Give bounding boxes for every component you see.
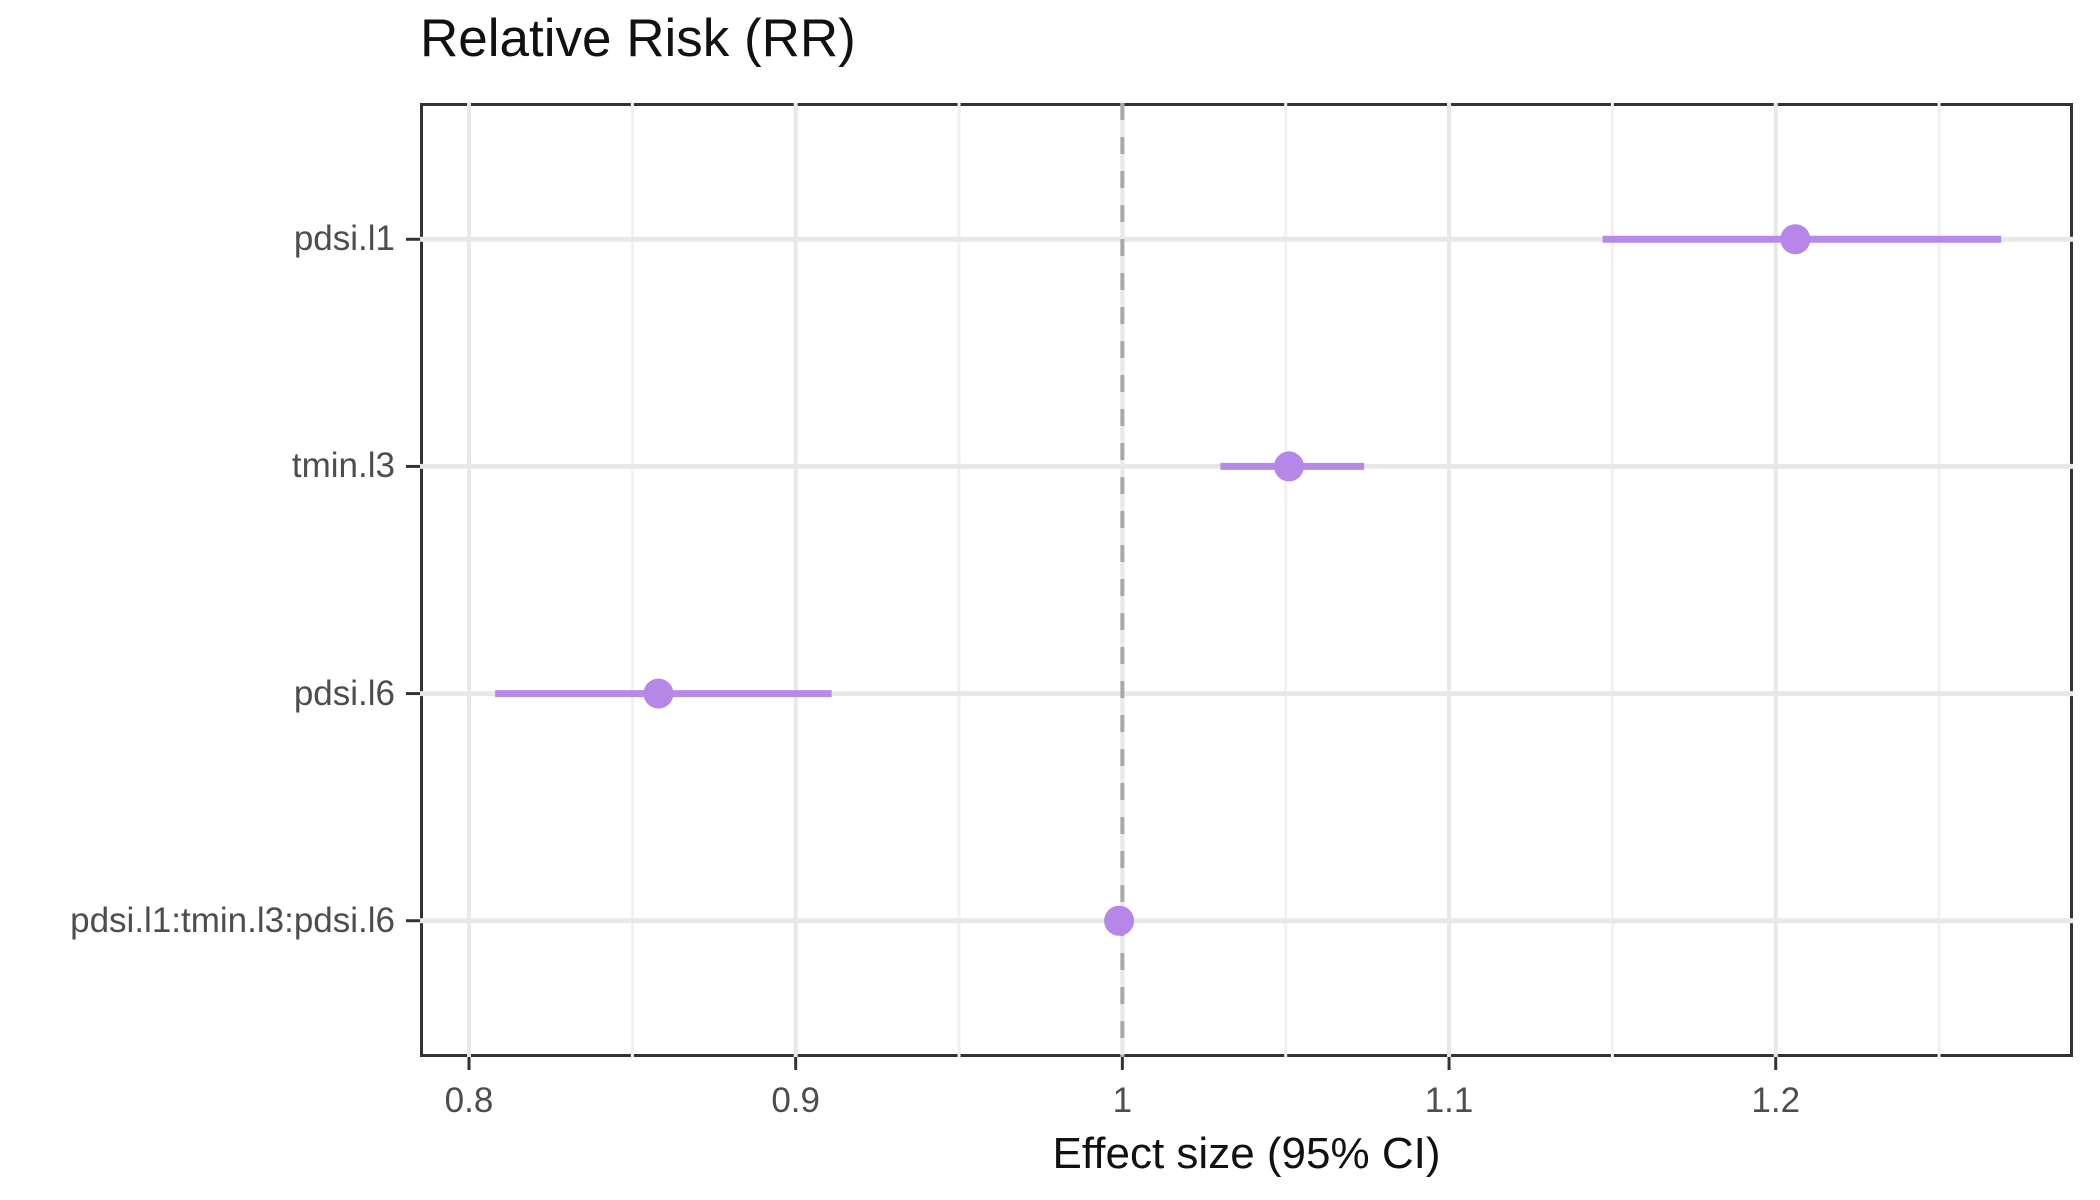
x-axis-title: Effect size (95% CI) [1052, 1129, 1441, 1178]
chart-title: Relative Risk (RR) [420, 9, 856, 68]
plot-panel [420, 103, 2073, 1057]
x-tick-label: 1.2 [1751, 1081, 1801, 1120]
estimate-point [1273, 451, 1304, 482]
estimate-point [1104, 905, 1135, 936]
y-axis-label: pdsi.l1:tmin.l3:pdsi.l6 [70, 900, 395, 940]
y-axis-label: pdsi.l1 [293, 219, 395, 259]
estimate-point [1780, 224, 1811, 255]
x-tick-label: 0.9 [771, 1081, 820, 1120]
estimate-point [643, 678, 674, 709]
y-axis-label: tmin.l3 [291, 446, 395, 486]
x-tick-label: 1 [1112, 1081, 1133, 1120]
x-tick-label: 0.8 [444, 1081, 494, 1120]
x-tick-label: 1.1 [1424, 1081, 1474, 1120]
y-axis-label: pdsi.l6 [293, 673, 395, 713]
